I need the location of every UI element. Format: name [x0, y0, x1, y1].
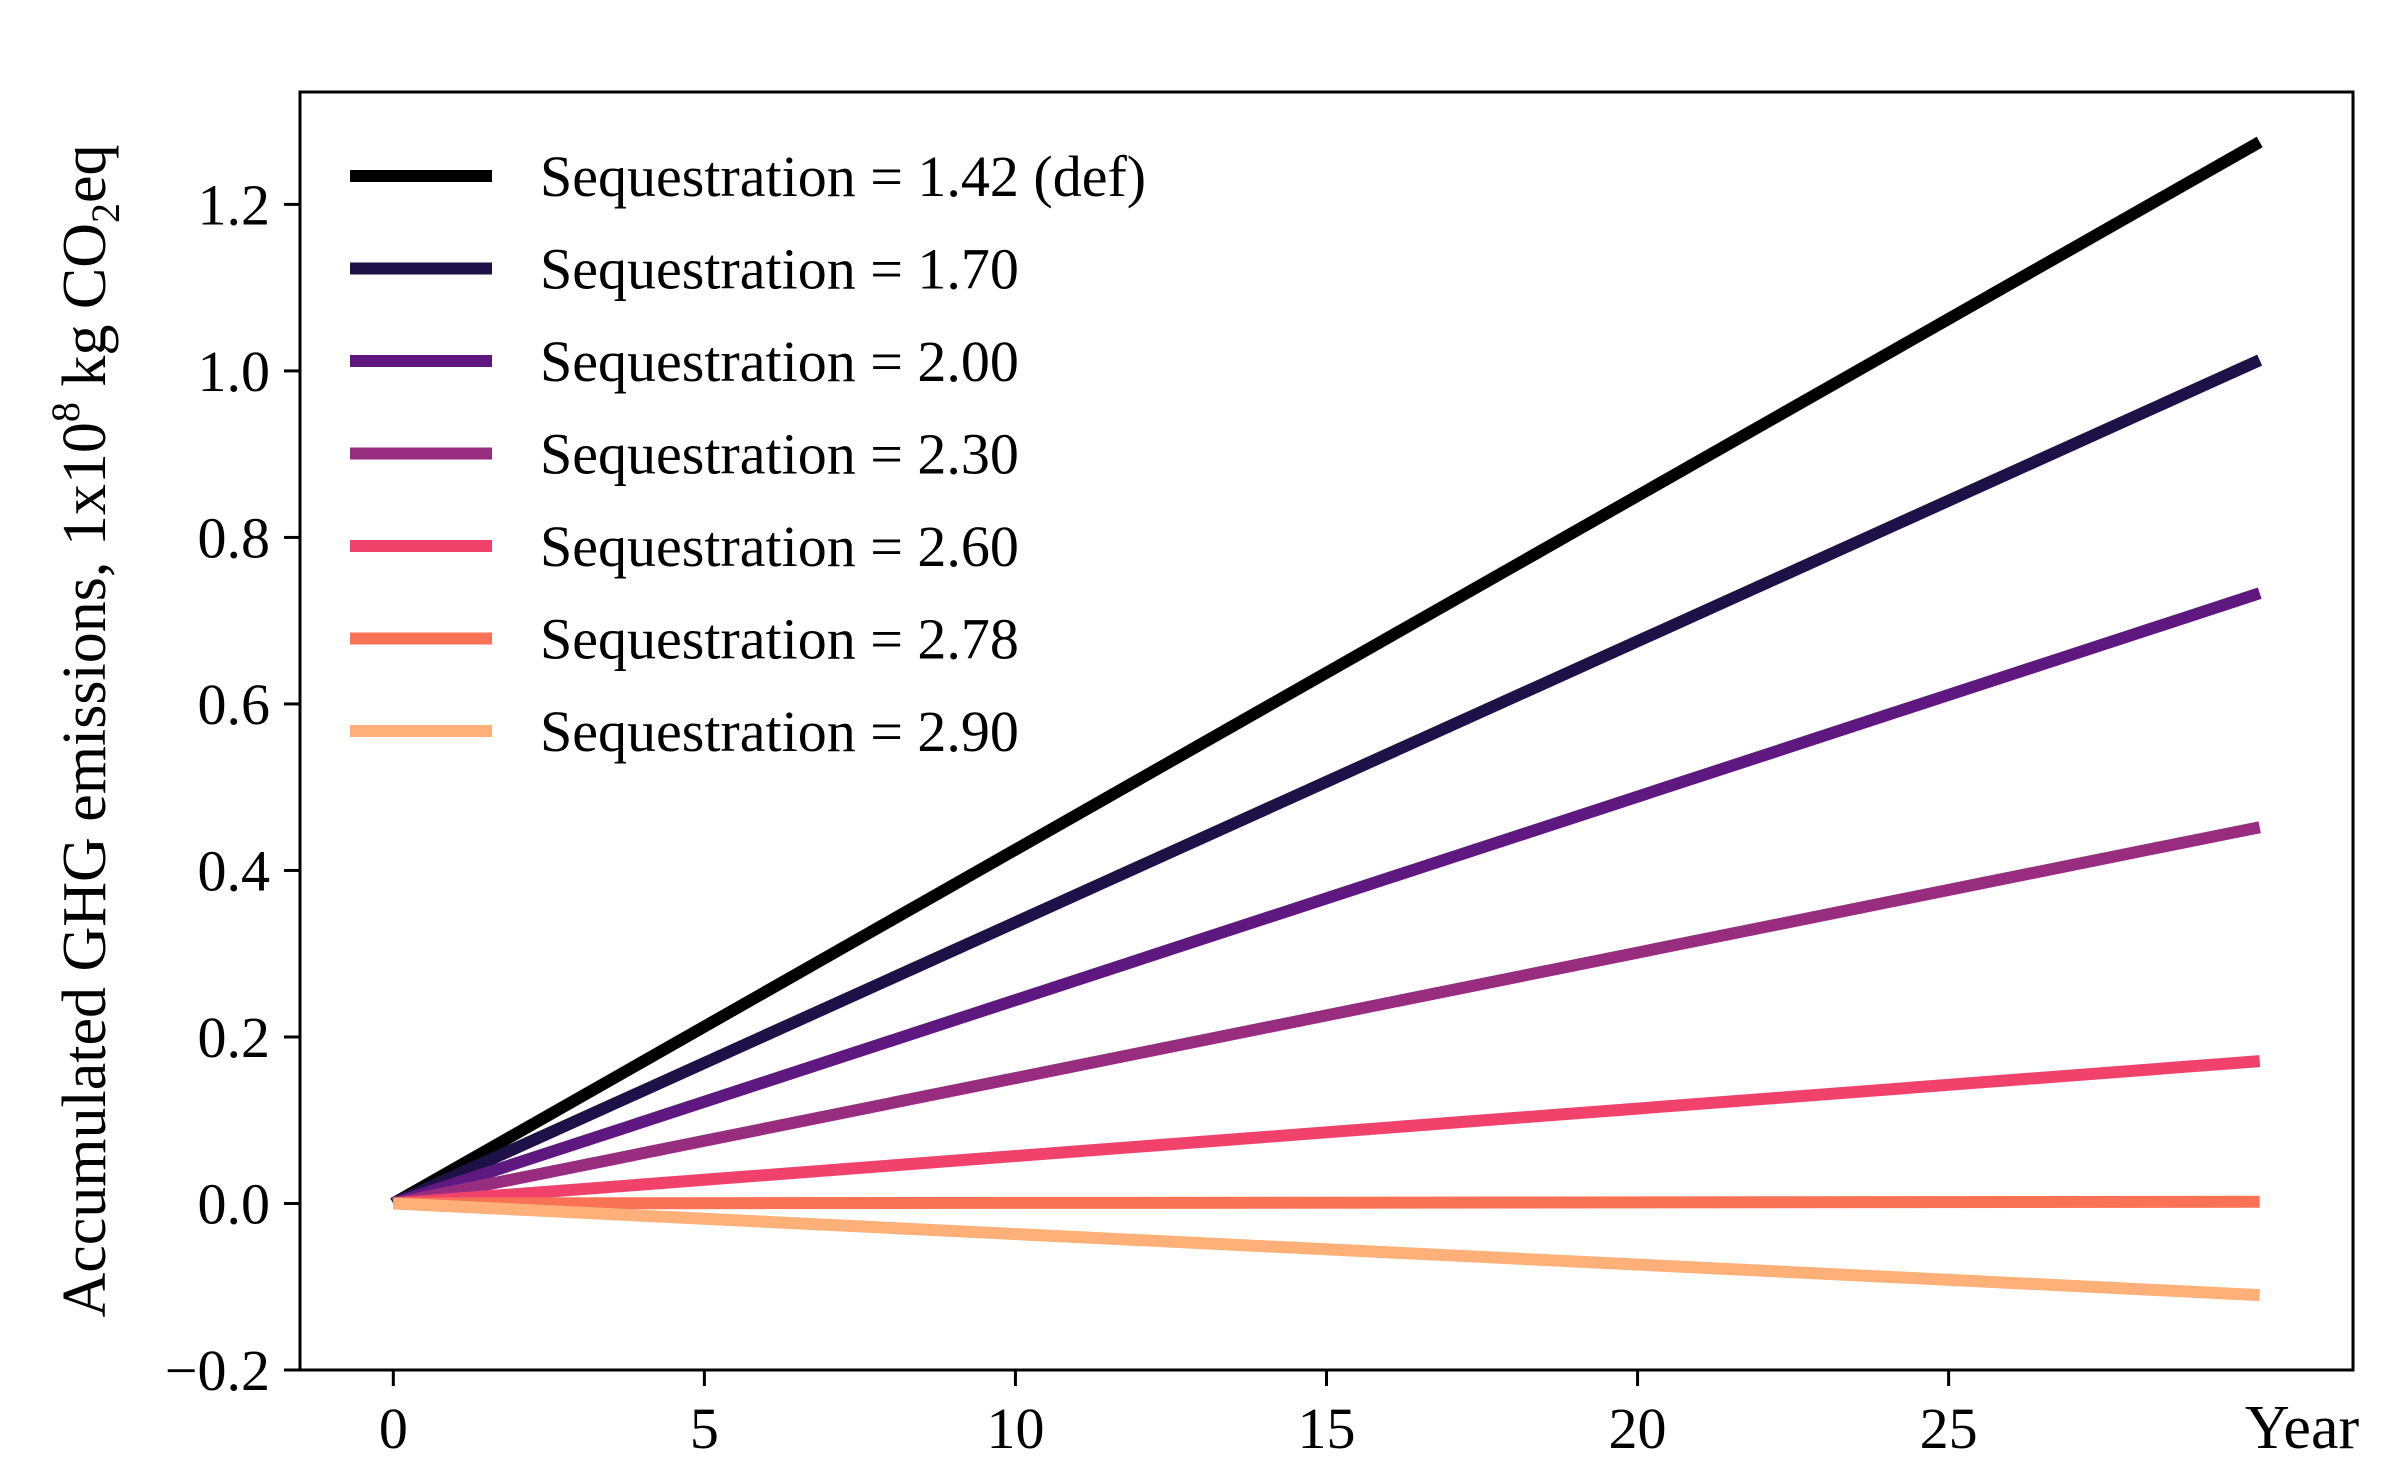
y-axis-label-unit-subscript: 2: [83, 203, 128, 223]
series-line-2: [390, 354, 2263, 1209]
legend-label-4: Sequestration = 2.30: [540, 422, 1019, 487]
legend-label-5: Sequestration = 2.60: [540, 514, 1019, 579]
tick-layer: 0 5 10 15 20 25 −0.2 0.0 0.2 0.4 0.6 0.8 1.0 1.2: [165, 172, 1978, 1461]
y-axis-label-unit-suffix: eq: [51, 144, 119, 203]
legend-label-2: Sequestration = 1.70: [540, 237, 1019, 302]
legend-label-7: Sequestration = 2.90: [540, 699, 1019, 764]
y-axis-label-unit-prefix: kg CO: [51, 223, 119, 402]
x-tick-label-2: 10: [986, 1396, 1044, 1461]
y-tick-label-4: 0.6: [198, 672, 271, 737]
x-tick-label-1: 5: [690, 1396, 719, 1461]
legend-label-3: Sequestration = 2.00: [540, 329, 1019, 394]
y-tick-label-2: 0.2: [198, 1005, 271, 1070]
series-line-7: [393, 1197, 2260, 1302]
x-axis-label: Year: [2245, 1394, 2360, 1462]
x-tick-label-4: 20: [1609, 1396, 1667, 1461]
y-axis-label-exponent: 8: [43, 402, 88, 422]
legend: Sequestration = 1.42 (def) Sequestration …: [350, 144, 1146, 764]
y-tick-label-6: 1.0: [198, 339, 271, 404]
legend-label-6: Sequestration = 2.78: [540, 607, 1019, 672]
y-tick-label-0: −0.2: [165, 1338, 270, 1403]
x-tick-label-3: 15: [1298, 1396, 1356, 1461]
series-line-6: [393, 1195, 2260, 1210]
series-layer: [390, 136, 2263, 1302]
x-tick-label-0: 0: [379, 1396, 408, 1461]
series-line-1: [390, 136, 2263, 1209]
y-axis-label-prefix: Accumulated GHG emissions, 1x10: [51, 422, 119, 1317]
y-tick-label-7: 1.2: [198, 172, 271, 237]
y-tick-label-5: 0.8: [198, 505, 271, 570]
plot-frame: [298, 90, 2355, 1372]
x-tick-label-5: 25: [1920, 1396, 1978, 1461]
y-tick-label-1: 0.0: [198, 1171, 271, 1236]
y-axis-label: Accumulated GHG emissions, 1x108 kg CO2e…: [43, 144, 128, 1317]
series-line-3: [391, 587, 2262, 1210]
y-tick-label-3: 0.4: [198, 838, 271, 903]
legend-label-1: Sequestration = 1.42 (def): [540, 144, 1146, 209]
series-line-4: [392, 821, 2261, 1210]
series-line-5: [392, 1055, 2261, 1210]
